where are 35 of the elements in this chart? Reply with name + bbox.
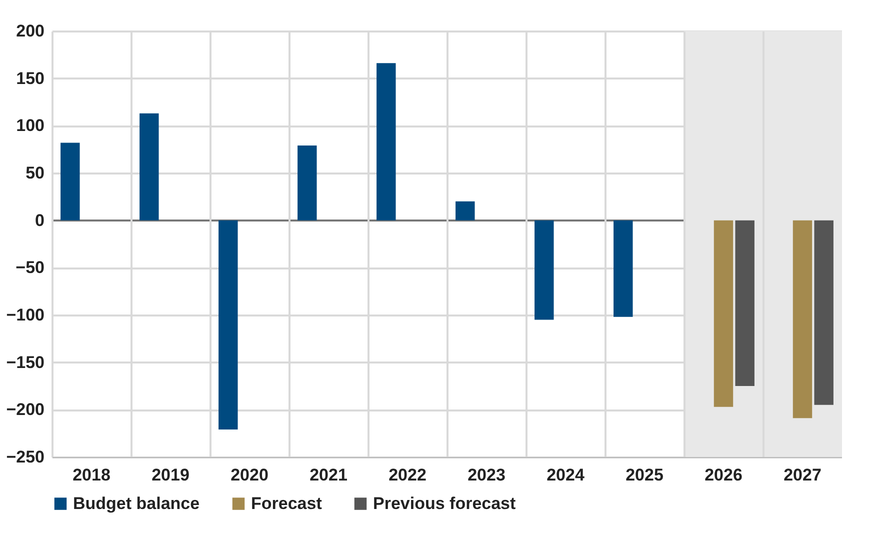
legend-label: Budget balance bbox=[73, 494, 200, 513]
y-tick-label: −100 bbox=[6, 306, 44, 324]
bar bbox=[735, 220, 754, 386]
x-tick-label: 2018 bbox=[72, 466, 110, 484]
y-tick-label: −150 bbox=[6, 352, 44, 372]
legend-label: Forecast bbox=[251, 494, 322, 513]
x-tick-label: 2020 bbox=[230, 466, 268, 484]
y-tick-label: −200 bbox=[6, 400, 44, 420]
bar bbox=[218, 220, 238, 430]
bar bbox=[534, 220, 554, 320]
bar bbox=[814, 220, 834, 405]
x-tick-label: 2023 bbox=[468, 466, 506, 484]
bar bbox=[792, 220, 812, 418]
legend-label: Previous forecast bbox=[373, 494, 516, 513]
bar bbox=[140, 113, 159, 220]
y-tick-label: 50 bbox=[26, 164, 44, 182]
y-tick-label: 0 bbox=[35, 210, 44, 230]
bar bbox=[714, 220, 734, 407]
y-tick-label: 150 bbox=[16, 68, 44, 88]
x-tick-label: 2026 bbox=[704, 466, 742, 484]
bar bbox=[456, 201, 475, 220]
x-tick-label: 2027 bbox=[784, 466, 822, 484]
bar bbox=[298, 146, 317, 220]
bar bbox=[60, 142, 80, 220]
y-tick-label: −250 bbox=[6, 448, 44, 466]
x-tick-label: 2022 bbox=[388, 466, 426, 484]
x-tick-label: 2024 bbox=[546, 466, 585, 484]
y-tick-label: −50 bbox=[16, 258, 44, 278]
y-tick-label: 200 bbox=[16, 22, 44, 40]
x-tick-label: 2025 bbox=[626, 466, 664, 484]
bar bbox=[614, 220, 633, 317]
bar bbox=[376, 63, 396, 220]
x-tick-label: 2019 bbox=[152, 466, 190, 484]
x-tick-label: 2021 bbox=[310, 466, 348, 484]
y-tick-label: 100 bbox=[16, 116, 44, 136]
